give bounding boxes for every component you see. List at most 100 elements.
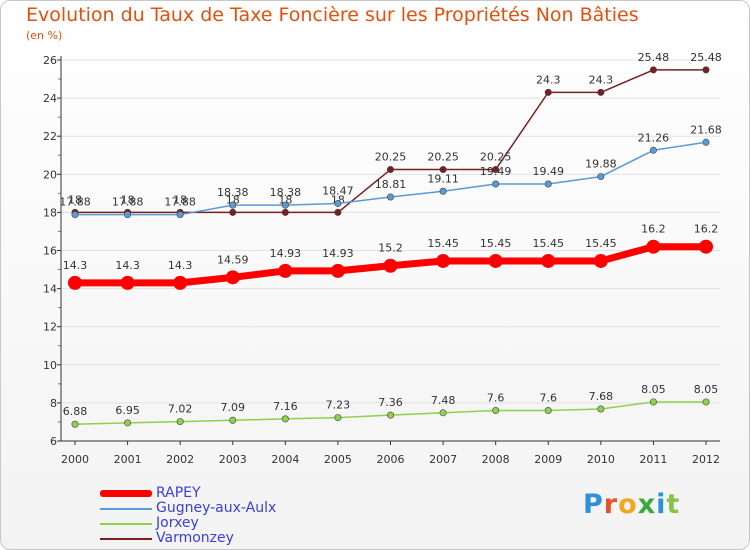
data-point-jorxey-2012 <box>702 398 710 406</box>
y-tick-label-12: 12 <box>43 321 57 334</box>
data-label-jorxey-2008: 7.6 <box>487 392 505 405</box>
data-label-jorxey-2003: 7.09 <box>221 401 246 414</box>
y-tick-label-26: 26 <box>43 54 57 67</box>
data-point-jorxey-2010 <box>597 405 605 413</box>
x-tick-label-2005: 2005 <box>324 453 352 466</box>
data-label-rapey-2003: 14.59 <box>217 253 249 266</box>
data-point-jorxey-2007 <box>439 409 447 417</box>
data-label-gugney-aux-aulx-2005: 18.47 <box>322 184 354 197</box>
data-point-rapey-2007 <box>436 253 451 268</box>
data-point-gugney-aux-aulx-2006 <box>386 193 394 201</box>
data-label-varmonzey-2007: 20.25 <box>427 151 459 164</box>
data-label-gugney-aux-aulx-2001: 17.88 <box>112 196 144 209</box>
y-tick-label-14: 14 <box>43 283 57 296</box>
data-label-gugney-aux-aulx-2008: 19.49 <box>480 165 512 178</box>
data-label-rapey-2005: 14.93 <box>322 247 354 260</box>
data-point-jorxey-2003 <box>229 416 237 424</box>
data-label-rapey-2012: 16.2 <box>694 223 719 236</box>
data-label-varmonzey-2010: 24.3 <box>589 73 614 86</box>
y-tick-label-6: 6 <box>50 435 57 448</box>
data-label-gugney-aux-aulx-2004: 18.38 <box>270 186 302 199</box>
data-label-jorxey-2007: 7.48 <box>431 394 456 407</box>
data-point-jorxey-2005 <box>334 414 342 422</box>
x-tick-label-2009: 2009 <box>534 453 562 466</box>
data-point-varmonzey-2012 <box>702 66 710 74</box>
data-label-rapey-2002: 14.3 <box>168 259 193 272</box>
data-point-jorxey-2002 <box>176 418 184 426</box>
data-point-rapey-2006 <box>383 258 398 273</box>
data-label-gugney-aux-aulx-2009: 19.49 <box>533 165 565 178</box>
x-tick-label-2000: 2000 <box>61 453 89 466</box>
data-label-gugney-aux-aulx-2000: 17.88 <box>59 196 91 209</box>
data-label-varmonzey-2009: 24.3 <box>536 73 561 86</box>
y-tick-label-10: 10 <box>43 359 57 372</box>
data-label-gugney-aux-aulx-2012: 21.68 <box>690 123 722 136</box>
legend-label-varmonzey: Varmonzey <box>156 530 234 546</box>
data-label-rapey-2000: 14.3 <box>63 259 88 272</box>
data-point-jorxey-2009 <box>544 407 552 415</box>
x-tick-label-2010: 2010 <box>587 453 615 466</box>
x-tick-label-2004: 2004 <box>271 453 299 466</box>
data-point-varmonzey-2010 <box>597 88 605 96</box>
data-point-gugney-aux-aulx-2004 <box>281 201 289 209</box>
data-point-rapey-2003 <box>225 270 240 285</box>
legend-item-gugney: Gugney-aux-Aulx <box>100 501 400 516</box>
legend-label-jorxey: Jorxey <box>156 515 199 531</box>
data-point-varmonzey-2004 <box>281 208 289 216</box>
chart-title: Evolution du Taux de Taxe Foncière sur l… <box>26 4 639 26</box>
x-tick-label-2001: 2001 <box>114 453 142 466</box>
data-label-jorxey-2010: 7.68 <box>589 390 614 403</box>
data-point-rapey-2001 <box>120 275 135 290</box>
y-tick-label-22: 22 <box>43 130 57 143</box>
legend-label-gugney: Gugney-aux-Aulx <box>156 500 277 516</box>
data-point-jorxey-2001 <box>124 419 132 427</box>
data-label-jorxey-2006: 7.36 <box>378 396 403 409</box>
data-point-rapey-2002 <box>173 275 188 290</box>
data-point-varmonzey-2007 <box>439 166 447 174</box>
data-label-varmonzey-2001: 18 <box>121 193 135 206</box>
data-point-jorxey-2008 <box>492 407 500 415</box>
x-tick-label-2003: 2003 <box>219 453 247 466</box>
y-tick-label-16: 16 <box>43 245 57 258</box>
y-tick-label-24: 24 <box>43 92 57 105</box>
y-tick-label-8: 8 <box>50 397 57 410</box>
data-label-jorxey-2009: 7.6 <box>540 392 558 405</box>
data-label-rapey-2001: 14.3 <box>115 259 140 272</box>
data-point-rapey-2000 <box>68 275 82 290</box>
legend-swatch-rapey <box>100 490 152 497</box>
x-tick-label-2002: 2002 <box>166 453 194 466</box>
data-point-jorxey-2004 <box>281 415 289 423</box>
data-point-gugney-aux-aulx-2009 <box>544 180 552 188</box>
data-point-gugney-aux-aulx-2005 <box>334 199 342 207</box>
y-tick-label-18: 18 <box>43 206 57 219</box>
data-label-rapey-2010: 15.45 <box>585 237 617 250</box>
data-label-varmonzey-2006: 20.25 <box>375 151 407 164</box>
data-label-rapey-2011: 16.2 <box>641 223 666 236</box>
data-label-gugney-aux-aulx-2006: 18.81 <box>375 178 407 191</box>
data-point-rapey-2012 <box>699 239 713 254</box>
data-point-rapey-2004 <box>278 263 293 278</box>
data-label-varmonzey-2004: 18 <box>278 193 292 206</box>
data-label-jorxey-2004: 7.16 <box>273 400 298 413</box>
legend-swatch-jorxey <box>100 523 152 525</box>
data-label-varmonzey-2000: 18 <box>68 193 82 206</box>
data-point-rapey-2009 <box>541 253 556 268</box>
data-label-varmonzey-2012: 25.48 <box>690 51 722 64</box>
data-label-gugney-aux-aulx-2003: 18.38 <box>217 186 249 199</box>
data-point-gugney-aux-aulx-2008 <box>492 180 500 188</box>
chart-legend: RAPEY Gugney-aux-Aulx Jorxey Varmonzey <box>100 486 400 546</box>
data-point-varmonzey-2008 <box>492 166 500 174</box>
data-point-varmonzey-2009 <box>544 88 552 96</box>
data-point-varmonzey-2011 <box>649 66 657 74</box>
x-tick-label-2006: 2006 <box>377 453 405 466</box>
data-label-gugney-aux-aulx-2010: 19.88 <box>585 158 617 171</box>
x-tick-label-2011: 2011 <box>639 453 667 466</box>
data-point-gugney-aux-aulx-2000 <box>71 211 79 219</box>
legend-swatch-gugney <box>100 508 152 510</box>
data-label-rapey-2008: 15.45 <box>480 237 512 250</box>
data-point-varmonzey-2003 <box>229 208 237 216</box>
legend-swatch-varmonzey <box>100 538 152 540</box>
proxiti-logo: Proxit <box>583 489 681 520</box>
